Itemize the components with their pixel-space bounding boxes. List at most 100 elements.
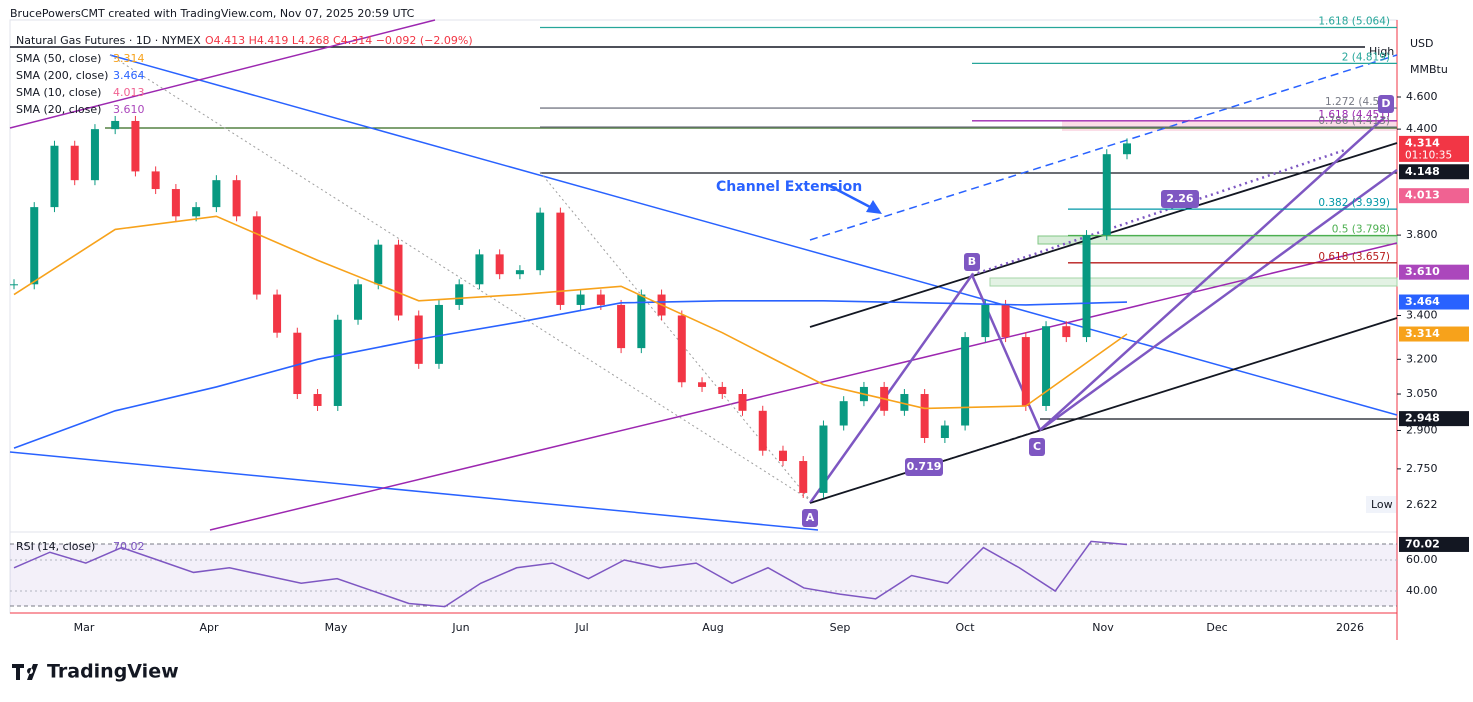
price-tag-label: 4.013 (1405, 189, 1440, 202)
candle (475, 254, 484, 285)
candle (596, 294, 605, 305)
chart-frame (9, 19, 1398, 614)
rsi-band (10, 544, 1397, 606)
price-tag-label: 4.148 (1405, 165, 1440, 178)
x-tick-label: 2026 (1336, 621, 1364, 634)
candle (1001, 304, 1010, 338)
trend-line (209, 242, 1398, 531)
y-tick-label: 2.750 (1406, 462, 1438, 475)
high-label: High (1369, 45, 1394, 58)
candle (111, 120, 120, 130)
trend-line (9, 19, 436, 129)
fib-label: 0.382 (3.939) (1318, 197, 1390, 209)
sma-line (13, 215, 1128, 410)
indicator-value: 3.464 (113, 69, 145, 82)
rsi-tag-label: 70.02 (1405, 537, 1440, 550)
logo-mark (12, 664, 38, 680)
y-tick-label: 3.200 (1406, 352, 1438, 365)
low-box (1366, 496, 1396, 513)
candle (30, 207, 39, 285)
price-tag-label: 2.948 (1405, 412, 1440, 425)
price-tag-label: 4.314 (1405, 136, 1440, 149)
x-tick-label: Dec (1206, 621, 1227, 634)
x-tick-label: Mar (74, 621, 95, 634)
trend-line (109, 54, 811, 501)
candle (819, 425, 828, 493)
candle (1082, 235, 1091, 338)
x-tick-label: Oct (955, 621, 975, 634)
x-tick-label: Jul (574, 621, 588, 634)
point-label: A (806, 511, 815, 524)
indicator-name: SMA (20, close) (16, 103, 101, 116)
rsi-value: 70.02 (113, 540, 145, 553)
rsi-title: RSI (14, close) (16, 540, 95, 553)
candle (920, 394, 929, 438)
drawings (9, 19, 1398, 531)
annotation: Channel Extension (716, 179, 862, 195)
candle (495, 254, 504, 275)
fib-label: 1.618 (5.064) (1318, 16, 1390, 28)
rsi-tag (1399, 536, 1469, 552)
x-tick-label: Jun (451, 621, 469, 634)
candle (192, 207, 201, 217)
arrow (827, 183, 873, 210)
candle (394, 244, 403, 316)
countdown: 01:10:35 (1405, 149, 1452, 161)
candle (758, 410, 767, 451)
x-tick-label: May (325, 621, 348, 634)
candle (799, 461, 808, 493)
x-tick-label: Nov (1092, 621, 1114, 634)
ohlc: O4.413 H4.419 L4.268 C4.314 −0.092 (−2.0… (205, 34, 473, 47)
price-tag (1399, 294, 1469, 310)
price-tag (1399, 188, 1469, 204)
arrow-head (866, 200, 882, 214)
price-tag-label: 3.610 (1405, 265, 1440, 278)
y-tick-label: 2.900 (1406, 423, 1438, 436)
indicator-value: 4.013 (113, 86, 145, 99)
fib-label: 1.618 (4.451) (1318, 109, 1390, 121)
rsi-tick-label: 40.00 (1406, 584, 1438, 597)
candle (515, 270, 524, 275)
fib-label: 2 (4.819) (1342, 51, 1390, 63)
sma-line (13, 299, 1128, 449)
candle (1102, 154, 1111, 236)
candle (434, 304, 443, 364)
candle (90, 129, 99, 181)
candle (718, 386, 727, 395)
y-tick-label: 3.050 (1406, 387, 1438, 400)
candle (1062, 326, 1071, 338)
fib-label: 0.786 (4.413) (1318, 115, 1390, 127)
candle (1042, 326, 1051, 406)
point-label: C (1033, 440, 1041, 453)
brand: TradingView (47, 661, 179, 683)
candle (171, 189, 180, 217)
candle (536, 212, 545, 271)
candle (677, 315, 686, 383)
fib-label: 0.618 (3.657) (1318, 251, 1390, 263)
candle (70, 145, 79, 181)
candle (1123, 143, 1131, 155)
ratio-box (905, 458, 943, 476)
header: BrucePowersCMT created with TradingView.… (10, 7, 415, 20)
zone (989, 277, 1398, 287)
fib-label: 1.272 (4.53) (1325, 96, 1390, 108)
unit: MMBtu (1410, 63, 1448, 76)
x-tick-label: Sep (830, 621, 851, 634)
price-tag (1399, 326, 1469, 342)
zone (1062, 121, 1397, 131)
trend-line (809, 54, 1398, 241)
trend-line (539, 171, 811, 501)
candle (940, 425, 949, 438)
candle (981, 304, 990, 338)
price-tag (1399, 411, 1469, 427)
trend-line (109, 54, 1398, 416)
candle (10, 284, 18, 286)
candle (839, 401, 848, 426)
price-tag (1399, 135, 1469, 162)
indicator-value: 3.314 (113, 52, 145, 65)
chart-title: Natural Gas Futures · 1D · NYMEX (16, 34, 201, 47)
rsi-line (13, 540, 1128, 608)
candle (617, 304, 626, 349)
candle (333, 319, 342, 406)
